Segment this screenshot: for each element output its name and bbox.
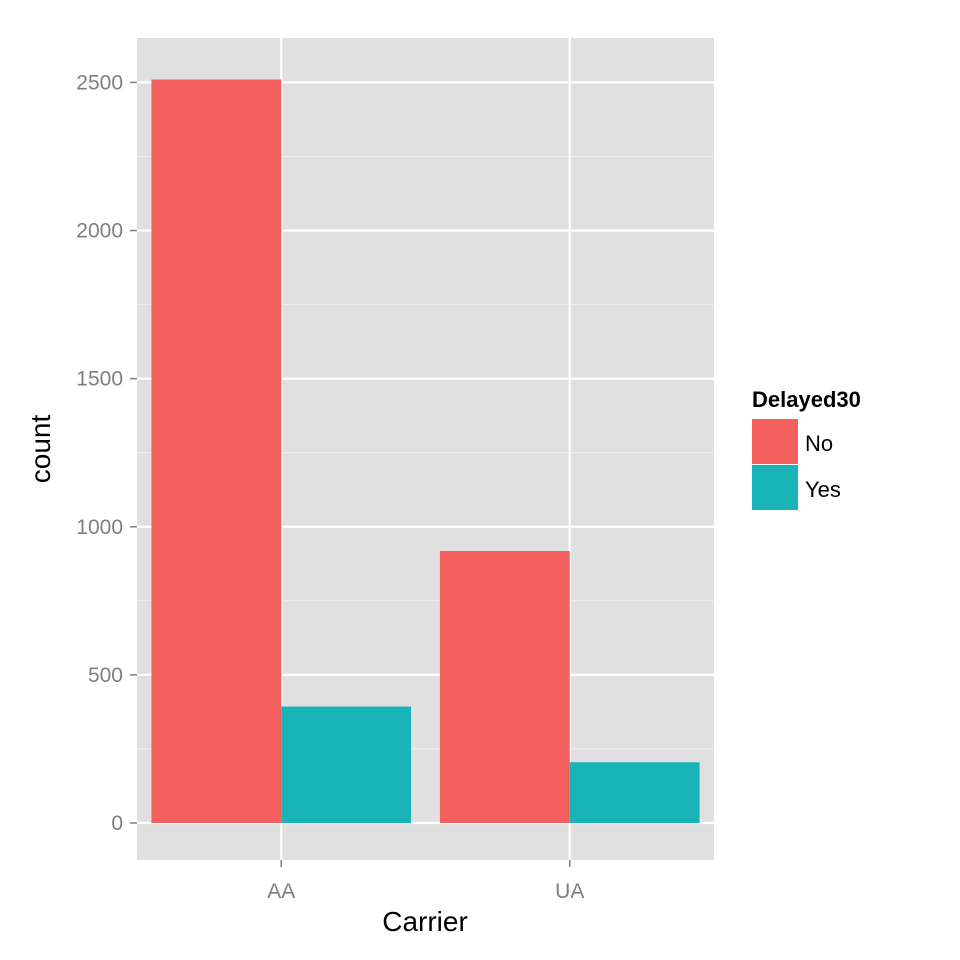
x-axis: AA UA [267, 860, 584, 903]
y-tick-label: 1500 [76, 368, 123, 391]
legend-key-no [752, 419, 798, 464]
legend-label-no: No [805, 431, 833, 456]
legend-title: Delayed30 [752, 387, 861, 412]
y-tick-label: 2500 [76, 71, 123, 94]
y-tick-label: 0 [111, 812, 123, 835]
y-tick-label: 1000 [76, 516, 123, 539]
legend-label-yes: Yes [805, 477, 841, 502]
x-tick-label: AA [267, 880, 295, 903]
bar-ua-yes [569, 762, 700, 823]
x-tick-label: UA [555, 880, 584, 903]
y-tick-label: 2000 [76, 220, 123, 243]
bar-aa-no [151, 79, 282, 823]
bar-ua-no [439, 551, 570, 823]
y-axis-title: count [25, 415, 56, 484]
x-axis-title: Carrier [382, 906, 468, 937]
bars [151, 79, 700, 823]
bar-aa-yes [281, 706, 412, 823]
y-tick-label: 500 [88, 664, 123, 687]
legend-key-yes [752, 465, 798, 510]
legend: Delayed30 No Yes [752, 387, 861, 510]
y-axis: 0 500 1000 1500 2000 2500 [76, 71, 137, 835]
